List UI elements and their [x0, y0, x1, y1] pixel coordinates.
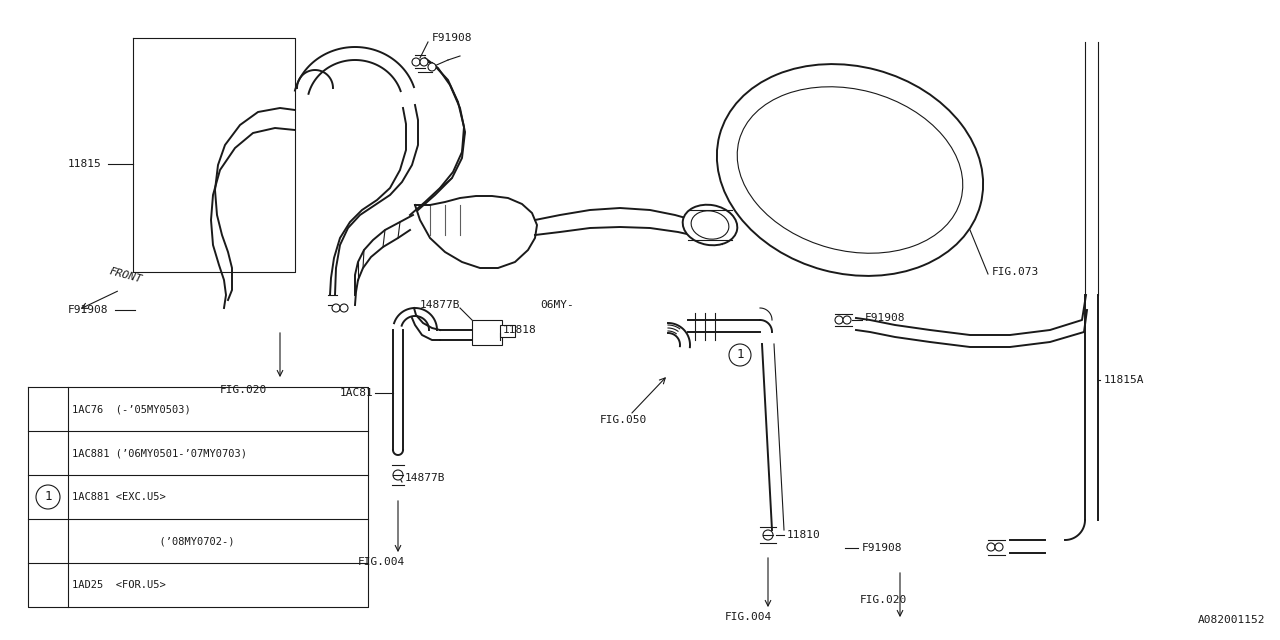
- Text: 14877B: 14877B: [404, 473, 445, 483]
- Ellipse shape: [737, 87, 963, 253]
- Text: 1: 1: [45, 490, 51, 504]
- Circle shape: [730, 344, 751, 366]
- Text: FIG.004: FIG.004: [724, 612, 772, 622]
- Ellipse shape: [691, 211, 728, 239]
- Circle shape: [763, 530, 773, 540]
- Circle shape: [36, 485, 60, 509]
- Text: FRONT: FRONT: [108, 267, 143, 285]
- Text: (’08MY0702-): (’08MY0702-): [72, 536, 234, 546]
- Text: 1AC881 <EXC.U5>: 1AC881 <EXC.U5>: [72, 492, 165, 502]
- Text: A082001152: A082001152: [1198, 615, 1265, 625]
- Text: 1AC76  (-’05MY0503): 1AC76 (-’05MY0503): [72, 404, 191, 414]
- Text: F91908: F91908: [865, 313, 905, 323]
- Bar: [500, 325, 515, 337]
- Text: FIG.050: FIG.050: [600, 415, 648, 425]
- Text: F91908: F91908: [861, 543, 902, 553]
- Circle shape: [844, 316, 851, 324]
- Bar: [472, 320, 502, 345]
- Text: FIG.073: FIG.073: [992, 267, 1039, 277]
- Text: 11818: 11818: [503, 325, 536, 335]
- Text: F91908: F91908: [68, 305, 109, 315]
- Text: 1: 1: [736, 349, 744, 362]
- Circle shape: [340, 304, 348, 312]
- Text: 1AD25  <FOR.U5>: 1AD25 <FOR.U5>: [72, 580, 165, 590]
- Ellipse shape: [682, 205, 737, 245]
- Circle shape: [995, 543, 1004, 551]
- Text: 11815A: 11815A: [1103, 375, 1144, 385]
- Ellipse shape: [717, 64, 983, 276]
- Text: FIG.020: FIG.020: [220, 385, 268, 395]
- Text: 1AC81: 1AC81: [340, 388, 374, 398]
- Circle shape: [412, 58, 420, 66]
- Circle shape: [428, 63, 436, 71]
- Circle shape: [332, 304, 340, 312]
- Text: 06MY-: 06MY-: [540, 300, 573, 310]
- Circle shape: [393, 470, 403, 480]
- Text: 11810: 11810: [787, 530, 820, 540]
- Text: FIG.020: FIG.020: [860, 595, 908, 605]
- Text: 14877B: 14877B: [420, 300, 461, 310]
- Circle shape: [835, 316, 844, 324]
- Text: FIG.004: FIG.004: [358, 557, 406, 567]
- Circle shape: [987, 543, 995, 551]
- Text: 11815: 11815: [68, 159, 101, 169]
- Text: F91908: F91908: [433, 33, 472, 43]
- Circle shape: [420, 58, 428, 66]
- Text: 1AC881 (’06MY0501-’07MY0703): 1AC881 (’06MY0501-’07MY0703): [72, 448, 247, 458]
